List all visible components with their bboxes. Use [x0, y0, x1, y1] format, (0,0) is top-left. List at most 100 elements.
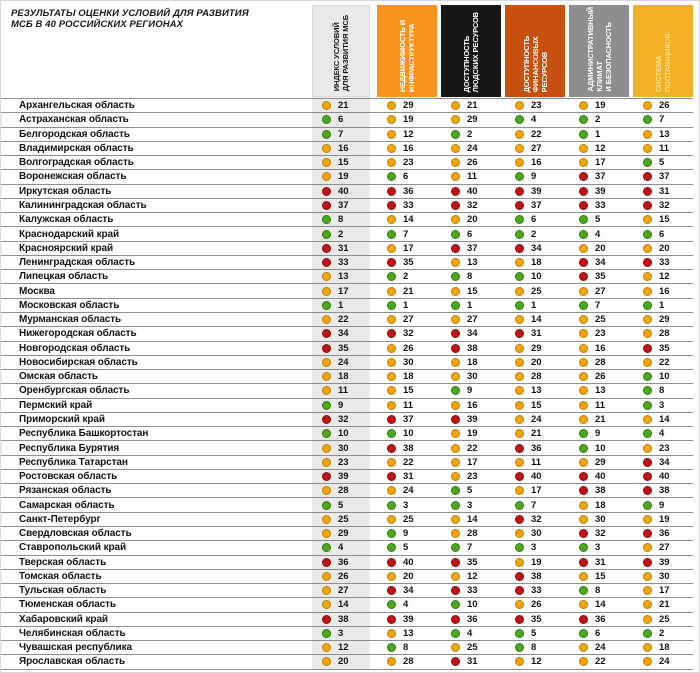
status-dot-icon: [387, 657, 396, 667]
status-dot-icon: [515, 186, 524, 196]
status-dot-icon: [451, 429, 460, 439]
rank-value: 6: [595, 627, 601, 639]
rank-value: 17: [595, 157, 606, 169]
rank-value: 6: [338, 114, 344, 126]
status-dot-icon: [322, 129, 331, 139]
subindex-rank-cell: 7: [505, 498, 565, 511]
subindex-rank-cell: 33: [569, 199, 629, 212]
table-row: Ленинградская область 33 35 13 18 34 33: [1, 256, 693, 271]
region-name: Тверская область: [19, 556, 107, 568]
status-dot-icon: [515, 529, 524, 539]
rank-value: 31: [338, 242, 349, 254]
status-dot-icon: [515, 172, 524, 182]
rank-value: 19: [659, 513, 670, 525]
rank-value: 26: [467, 157, 478, 169]
rank-value: 15: [403, 385, 414, 397]
status-dot-icon: [579, 101, 588, 111]
subindex-rank-cell: 18: [633, 641, 693, 654]
status-dot-icon: [643, 215, 652, 225]
status-dot-icon: [579, 158, 588, 168]
region-name: Тульская область: [19, 585, 107, 597]
status-dot-icon: [515, 643, 524, 653]
rank-value: 40: [338, 185, 349, 197]
index-rank-cell: 6: [312, 113, 370, 126]
rank-value: 25: [467, 642, 478, 654]
status-dot-icon: [643, 129, 652, 139]
table-row: Рязанская область 28 24 5 17 38 38: [1, 484, 693, 499]
status-dot-icon: [322, 414, 331, 424]
status-dot-icon: [387, 557, 396, 567]
rank-value: 22: [467, 442, 478, 454]
column-header-label: ДОСТУПНОСТЬ ФИНАНСОВЫХ РЕСУРСОВ: [521, 35, 549, 92]
status-dot-icon: [451, 400, 460, 410]
rank-value: 31: [531, 328, 542, 340]
subindex-rank-cell: 35: [569, 270, 629, 283]
subindex-rank-cell: 29: [569, 456, 629, 469]
subindex-rank-cell: 2: [377, 270, 437, 283]
status-dot-icon: [322, 315, 331, 325]
rank-value: 13: [338, 271, 349, 283]
status-dot-icon: [451, 158, 460, 168]
status-dot-icon: [322, 514, 331, 524]
rank-value: 15: [595, 570, 606, 582]
table-row: Мурманская область 22 27 27 14 25 29: [1, 313, 693, 328]
subindex-rank-cell: 14: [377, 213, 437, 226]
rank-value: 25: [595, 314, 606, 326]
status-dot-icon: [579, 600, 588, 610]
index-rank-cell: 35: [312, 342, 370, 355]
rank-value: 2: [595, 114, 601, 126]
rank-value: 24: [338, 356, 349, 368]
index-rank-cell: 15: [312, 156, 370, 169]
region-name: Оренбургская область: [19, 385, 130, 397]
subindex-rank-cell: 11: [505, 456, 565, 469]
subindex-rank-cell: 3: [505, 541, 565, 554]
status-dot-icon: [643, 614, 652, 624]
subindex-rank-cell: 24: [505, 413, 565, 426]
subindex-rank-cell: 36: [633, 527, 693, 540]
rank-value: 13: [467, 257, 478, 269]
rank-value: 33: [595, 199, 606, 211]
table-row: Воронежская область 19 6 11 9 37 37: [1, 170, 693, 185]
rank-value: 21: [467, 100, 478, 112]
rank-value: 4: [531, 114, 537, 126]
status-dot-icon: [515, 472, 524, 482]
rank-value: 21: [403, 285, 414, 297]
rank-value: 27: [403, 314, 414, 326]
rank-value: 8: [467, 271, 473, 283]
rank-value: 24: [403, 485, 414, 497]
status-dot-icon: [515, 500, 524, 510]
rank-value: 2: [338, 228, 344, 240]
index-rank-cell: 1: [312, 299, 370, 312]
subindex-rank-cell: 33: [505, 584, 565, 597]
status-dot-icon: [387, 414, 396, 424]
rank-value: 21: [659, 599, 670, 611]
index-rank-cell: 30: [312, 441, 370, 454]
subindex-rank-cell: 30: [569, 513, 629, 526]
status-dot-icon: [643, 586, 652, 596]
status-dot-icon: [515, 215, 524, 225]
subindex-rank-cell: 23: [377, 156, 437, 169]
rank-value: 31: [403, 471, 414, 483]
rank-value: 30: [467, 371, 478, 383]
subindex-rank-cell: 27: [633, 541, 693, 554]
status-dot-icon: [451, 101, 460, 111]
subindex-rank-cell: 11: [569, 399, 629, 412]
index-rank-cell: 34: [312, 327, 370, 340]
rank-value: 13: [531, 385, 542, 397]
subindex-rank-cell: 13: [569, 384, 629, 397]
status-dot-icon: [515, 158, 524, 168]
table-row: Ярославская область 20 28 31 12 22 24: [1, 655, 693, 670]
rank-value: 31: [659, 185, 670, 197]
status-dot-icon: [515, 115, 524, 125]
status-dot-icon: [643, 443, 652, 453]
table-row: Москва 17 21 15 25 27 16: [1, 284, 693, 299]
subindex-rank-cell: 27: [377, 313, 437, 326]
subindex-rank-cell: 39: [505, 185, 565, 198]
rank-value: 27: [338, 585, 349, 597]
index-rank-cell: 11: [312, 384, 370, 397]
subindex-rank-cell: 33: [377, 199, 437, 212]
rank-value: 25: [338, 513, 349, 525]
table-row: Ставропольский край 4 5 7 3 3 27: [1, 541, 693, 556]
subindex-rank-cell: 16: [377, 142, 437, 155]
subindex-rank-cell: 36: [377, 185, 437, 198]
